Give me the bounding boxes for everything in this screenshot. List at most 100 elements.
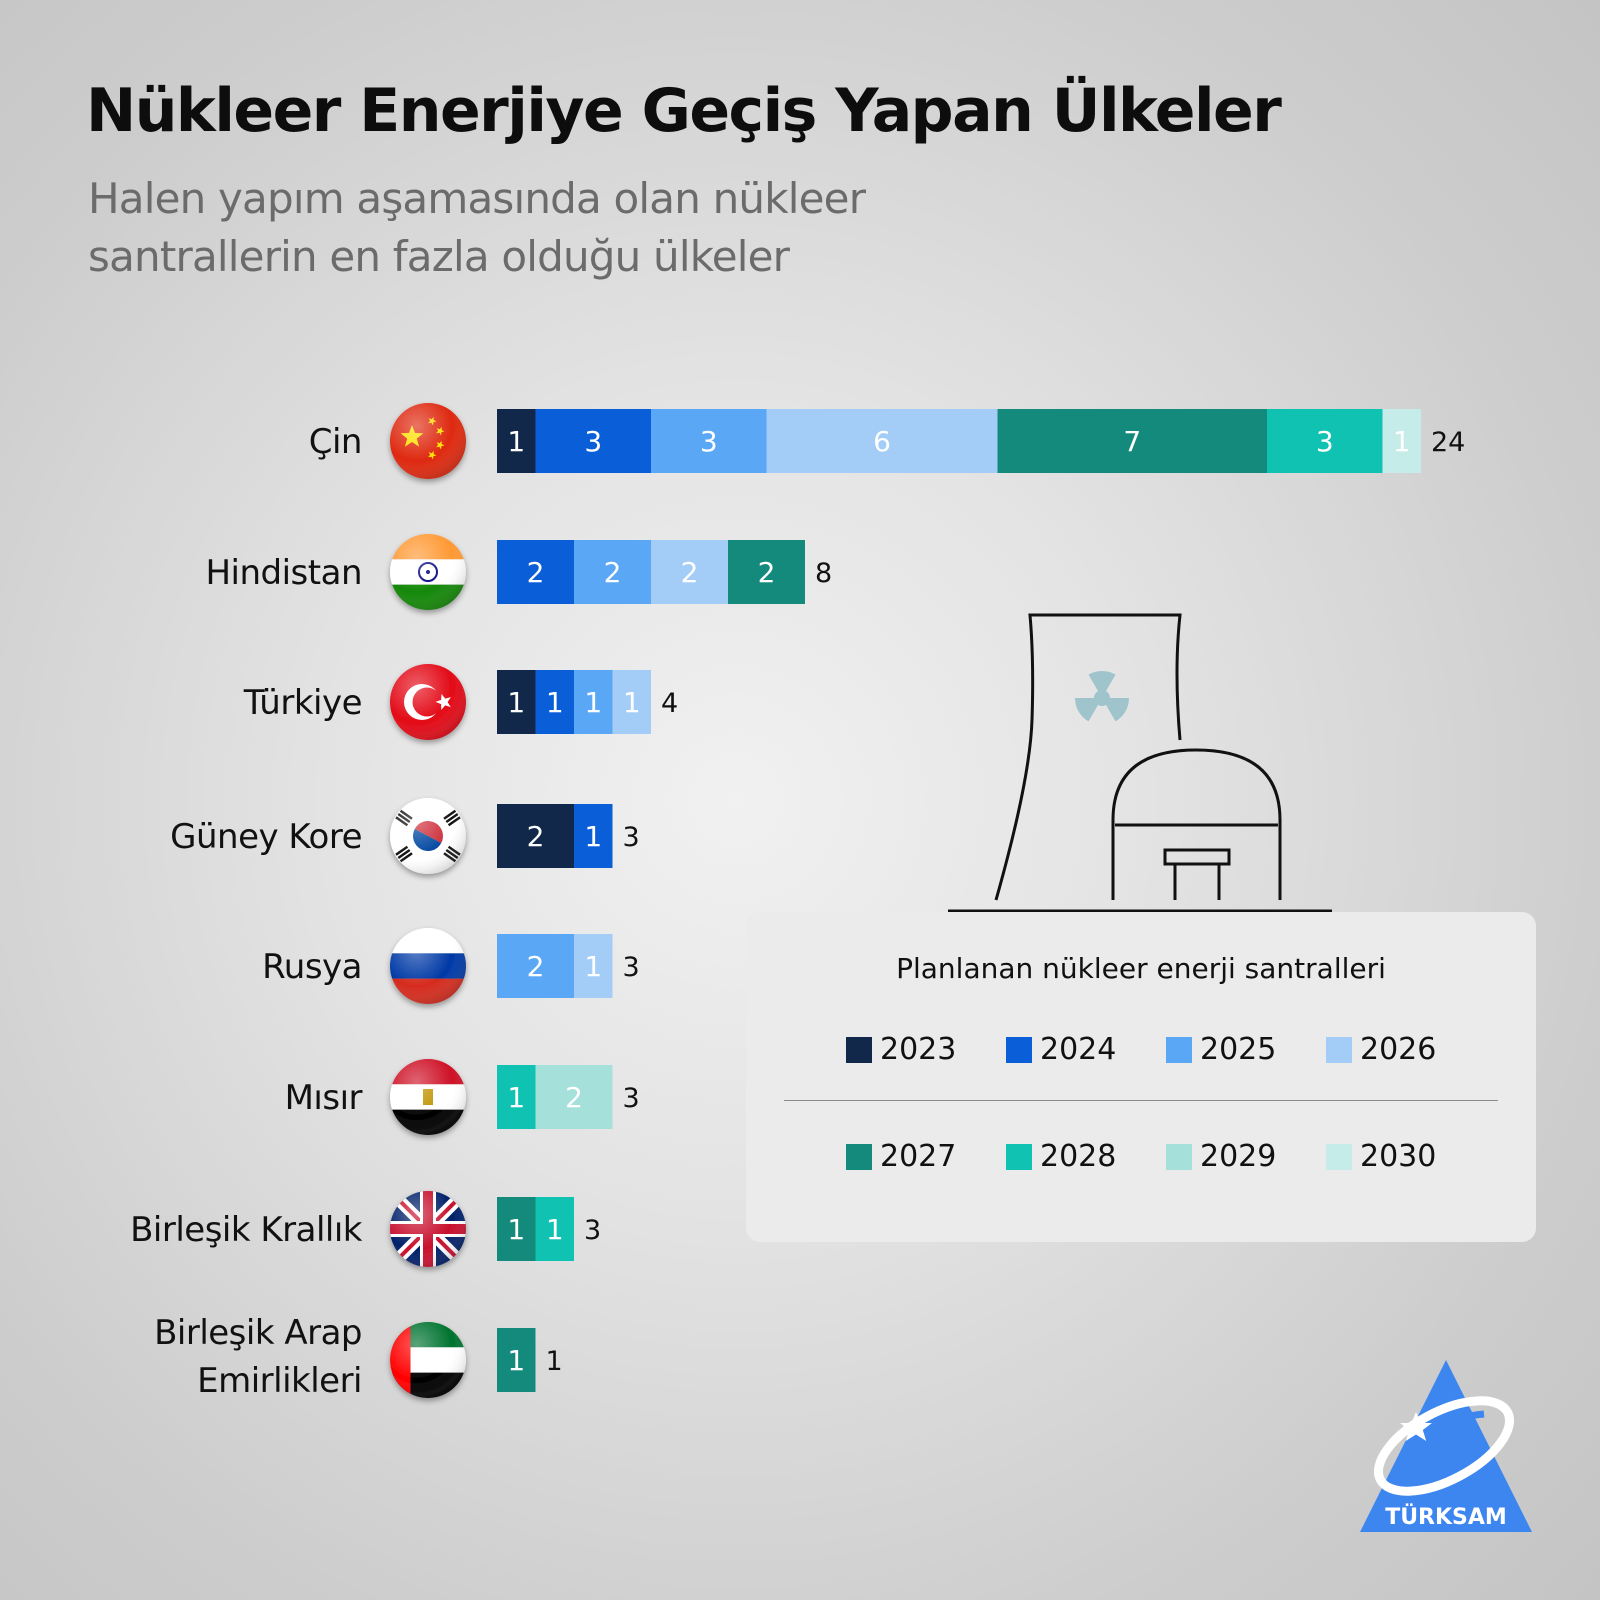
bar-segment-çin-2025 (651, 409, 767, 473)
page-title: Nükleer Enerjiye Geçiş Yapan Ülkeler (86, 76, 1282, 146)
segment-label-çin-2024: 3 (584, 425, 602, 458)
nuclear-plant-icon (948, 613, 1332, 913)
legend-row-2: 2027 2028 2029 2030 (846, 1139, 1486, 1174)
legend-year-2023: 2023 (880, 1032, 957, 1067)
segment-label-rusya-2025: 2 (527, 950, 545, 983)
logo-text: TÜRKSAM (1385, 1504, 1507, 1530)
turkey-flag-icon (390, 664, 466, 740)
russia-flag-icon (390, 928, 466, 1004)
uk-flag-icon (390, 1191, 466, 1267)
segment-label-birleşik-arap-emirlikleri-2027: 1 (507, 1344, 525, 1377)
legend-row-1: 2023 2024 2025 2026 (846, 1032, 1486, 1067)
country-label-birleşik-krallık: Birleşik Krallık (130, 1210, 363, 1250)
bar-segment-türkiye-2024 (535, 670, 574, 734)
china-flag-icon (390, 403, 466, 479)
bar-segment-türkiye-2025 (574, 670, 613, 734)
bar-segment-çin-2023 (497, 409, 536, 473)
legend-item-2024: 2024 (1006, 1032, 1166, 1067)
bar-segment-güney-kore-2024 (574, 804, 613, 868)
uae-flag-icon (390, 1322, 466, 1398)
segment-label-güney-kore-2023: 2 (527, 820, 545, 853)
segment-label-mısır-2029: 2 (565, 1081, 583, 1114)
segment-label-güney-kore-2024: 1 (584, 820, 602, 853)
segment-label-çin-2030: 1 (1393, 425, 1411, 458)
bar-segment-hindistan-2027 (728, 540, 805, 604)
segment-label-çin-2023: 1 (507, 425, 525, 458)
legend-item-2023: 2023 (846, 1032, 1006, 1067)
segment-label-hindistan-2025: 2 (604, 556, 622, 589)
legend-swatch-2029 (1166, 1143, 1192, 1170)
legend-swatch-2030 (1326, 1143, 1352, 1170)
bar-segment-birleşik-krallık-2027 (497, 1197, 536, 1261)
segment-label-türkiye-2026: 1 (623, 686, 641, 719)
segment-label-türkiye-2024: 1 (546, 686, 564, 719)
segment-label-rusya-2026: 1 (584, 950, 602, 983)
country-label-mısır: Mısır (285, 1078, 363, 1118)
legend-year-2024: 2024 (1040, 1032, 1117, 1067)
legend-year-2029: 2029 (1200, 1139, 1277, 1174)
bar-segment-birleşik-arap-emirlikleri-2027 (497, 1328, 536, 1392)
bar-segment-çin-2024 (535, 409, 651, 473)
segment-label-hindistan-2026: 2 (681, 556, 699, 589)
bar-segment-hindistan-2024 (497, 540, 574, 604)
south-korea-flag-icon (390, 798, 466, 874)
legend-swatch-2027 (846, 1143, 872, 1170)
total-label-güney-kore: 3 (623, 822, 640, 853)
legend-year-2030: 2030 (1360, 1139, 1437, 1174)
segment-label-türkiye-2025: 1 (584, 686, 602, 719)
subtitle-line-2: santrallerin en fazla olduğu ülkeler (88, 232, 790, 281)
country-label-birleşik-arap-emirlikleri: Birleşik Arap Emirlikleri (154, 1313, 362, 1401)
bar-segment-güney-kore-2023 (497, 804, 574, 868)
bar-segment-hindistan-2026 (651, 540, 728, 604)
country-label-çin: Çin (309, 422, 362, 462)
bar-segment-çin-2027 (997, 409, 1267, 473)
legend-swatch-2023 (846, 1036, 872, 1063)
legend-item-2029: 2029 (1166, 1139, 1326, 1174)
segment-label-hindistan-2024: 2 (527, 556, 545, 589)
egypt-flag-icon (390, 1059, 466, 1135)
country-label-türkiye: Türkiye (243, 683, 362, 723)
bar-segment-mısır-2029 (535, 1065, 613, 1129)
bar-segment-rusya-2025 (497, 934, 574, 998)
india-flag-icon (390, 534, 466, 610)
turksam-logo: TÜRKSAM (1360, 1360, 1532, 1532)
legend-panel: Planlanan nükleer enerji santralleri 202… (746, 912, 1536, 1242)
total-label-mısır: 3 (623, 1083, 640, 1114)
country-label-rusya: Rusya (262, 947, 362, 987)
legend-item-2025: 2025 (1166, 1032, 1326, 1067)
segment-label-çin-2027: 7 (1123, 425, 1141, 458)
total-label-birleşik-arap-emirlikleri: 1 (546, 1346, 563, 1377)
legend-year-2028: 2028 (1040, 1139, 1117, 1174)
segment-label-birleşik-krallık-2028: 1 (546, 1213, 564, 1246)
legend-item-2028: 2028 (1006, 1139, 1166, 1174)
bar-segment-çin-2030 (1382, 409, 1421, 473)
total-label-hindistan: 8 (815, 558, 832, 589)
country-label-hindistan: Hindistan (205, 553, 362, 593)
legend-item-2026: 2026 (1326, 1032, 1486, 1067)
legend-year-2025: 2025 (1200, 1032, 1277, 1067)
bar-segment-çin-2028 (1267, 409, 1383, 473)
segment-label-çin-2028: 3 (1316, 425, 1334, 458)
total-label-türkiye: 4 (661, 688, 678, 719)
bar-segment-türkiye-2026 (612, 670, 651, 734)
legend-title: Planlanan nükleer enerji santralleri (896, 952, 1386, 985)
bar-segment-çin-2026 (766, 409, 998, 473)
bar-segment-hindistan-2025 (574, 540, 651, 604)
legend-swatch-2025 (1166, 1036, 1192, 1063)
legend-item-2027: 2027 (846, 1139, 1006, 1174)
country-label-güney-kore: Güney Kore (170, 817, 362, 857)
bar-segment-mısır-2028 (497, 1065, 536, 1129)
bar-segment-rusya-2026 (574, 934, 613, 998)
segment-label-türkiye-2023: 1 (507, 686, 525, 719)
segment-label-çin-2026: 6 (873, 425, 891, 458)
bar-segment-türkiye-2023 (497, 670, 536, 734)
total-label-çin: 24 (1431, 427, 1465, 458)
legend-divider (784, 1100, 1498, 1101)
total-label-rusya: 3 (623, 952, 640, 983)
legend-item-2030: 2030 (1326, 1139, 1486, 1174)
legend-swatch-2028 (1006, 1143, 1032, 1170)
segment-label-birleşik-krallık-2027: 1 (507, 1213, 525, 1246)
segment-label-çin-2025: 3 (700, 425, 718, 458)
subtitle-line-1: Halen yapım aşamasında olan nükleer (88, 174, 866, 223)
